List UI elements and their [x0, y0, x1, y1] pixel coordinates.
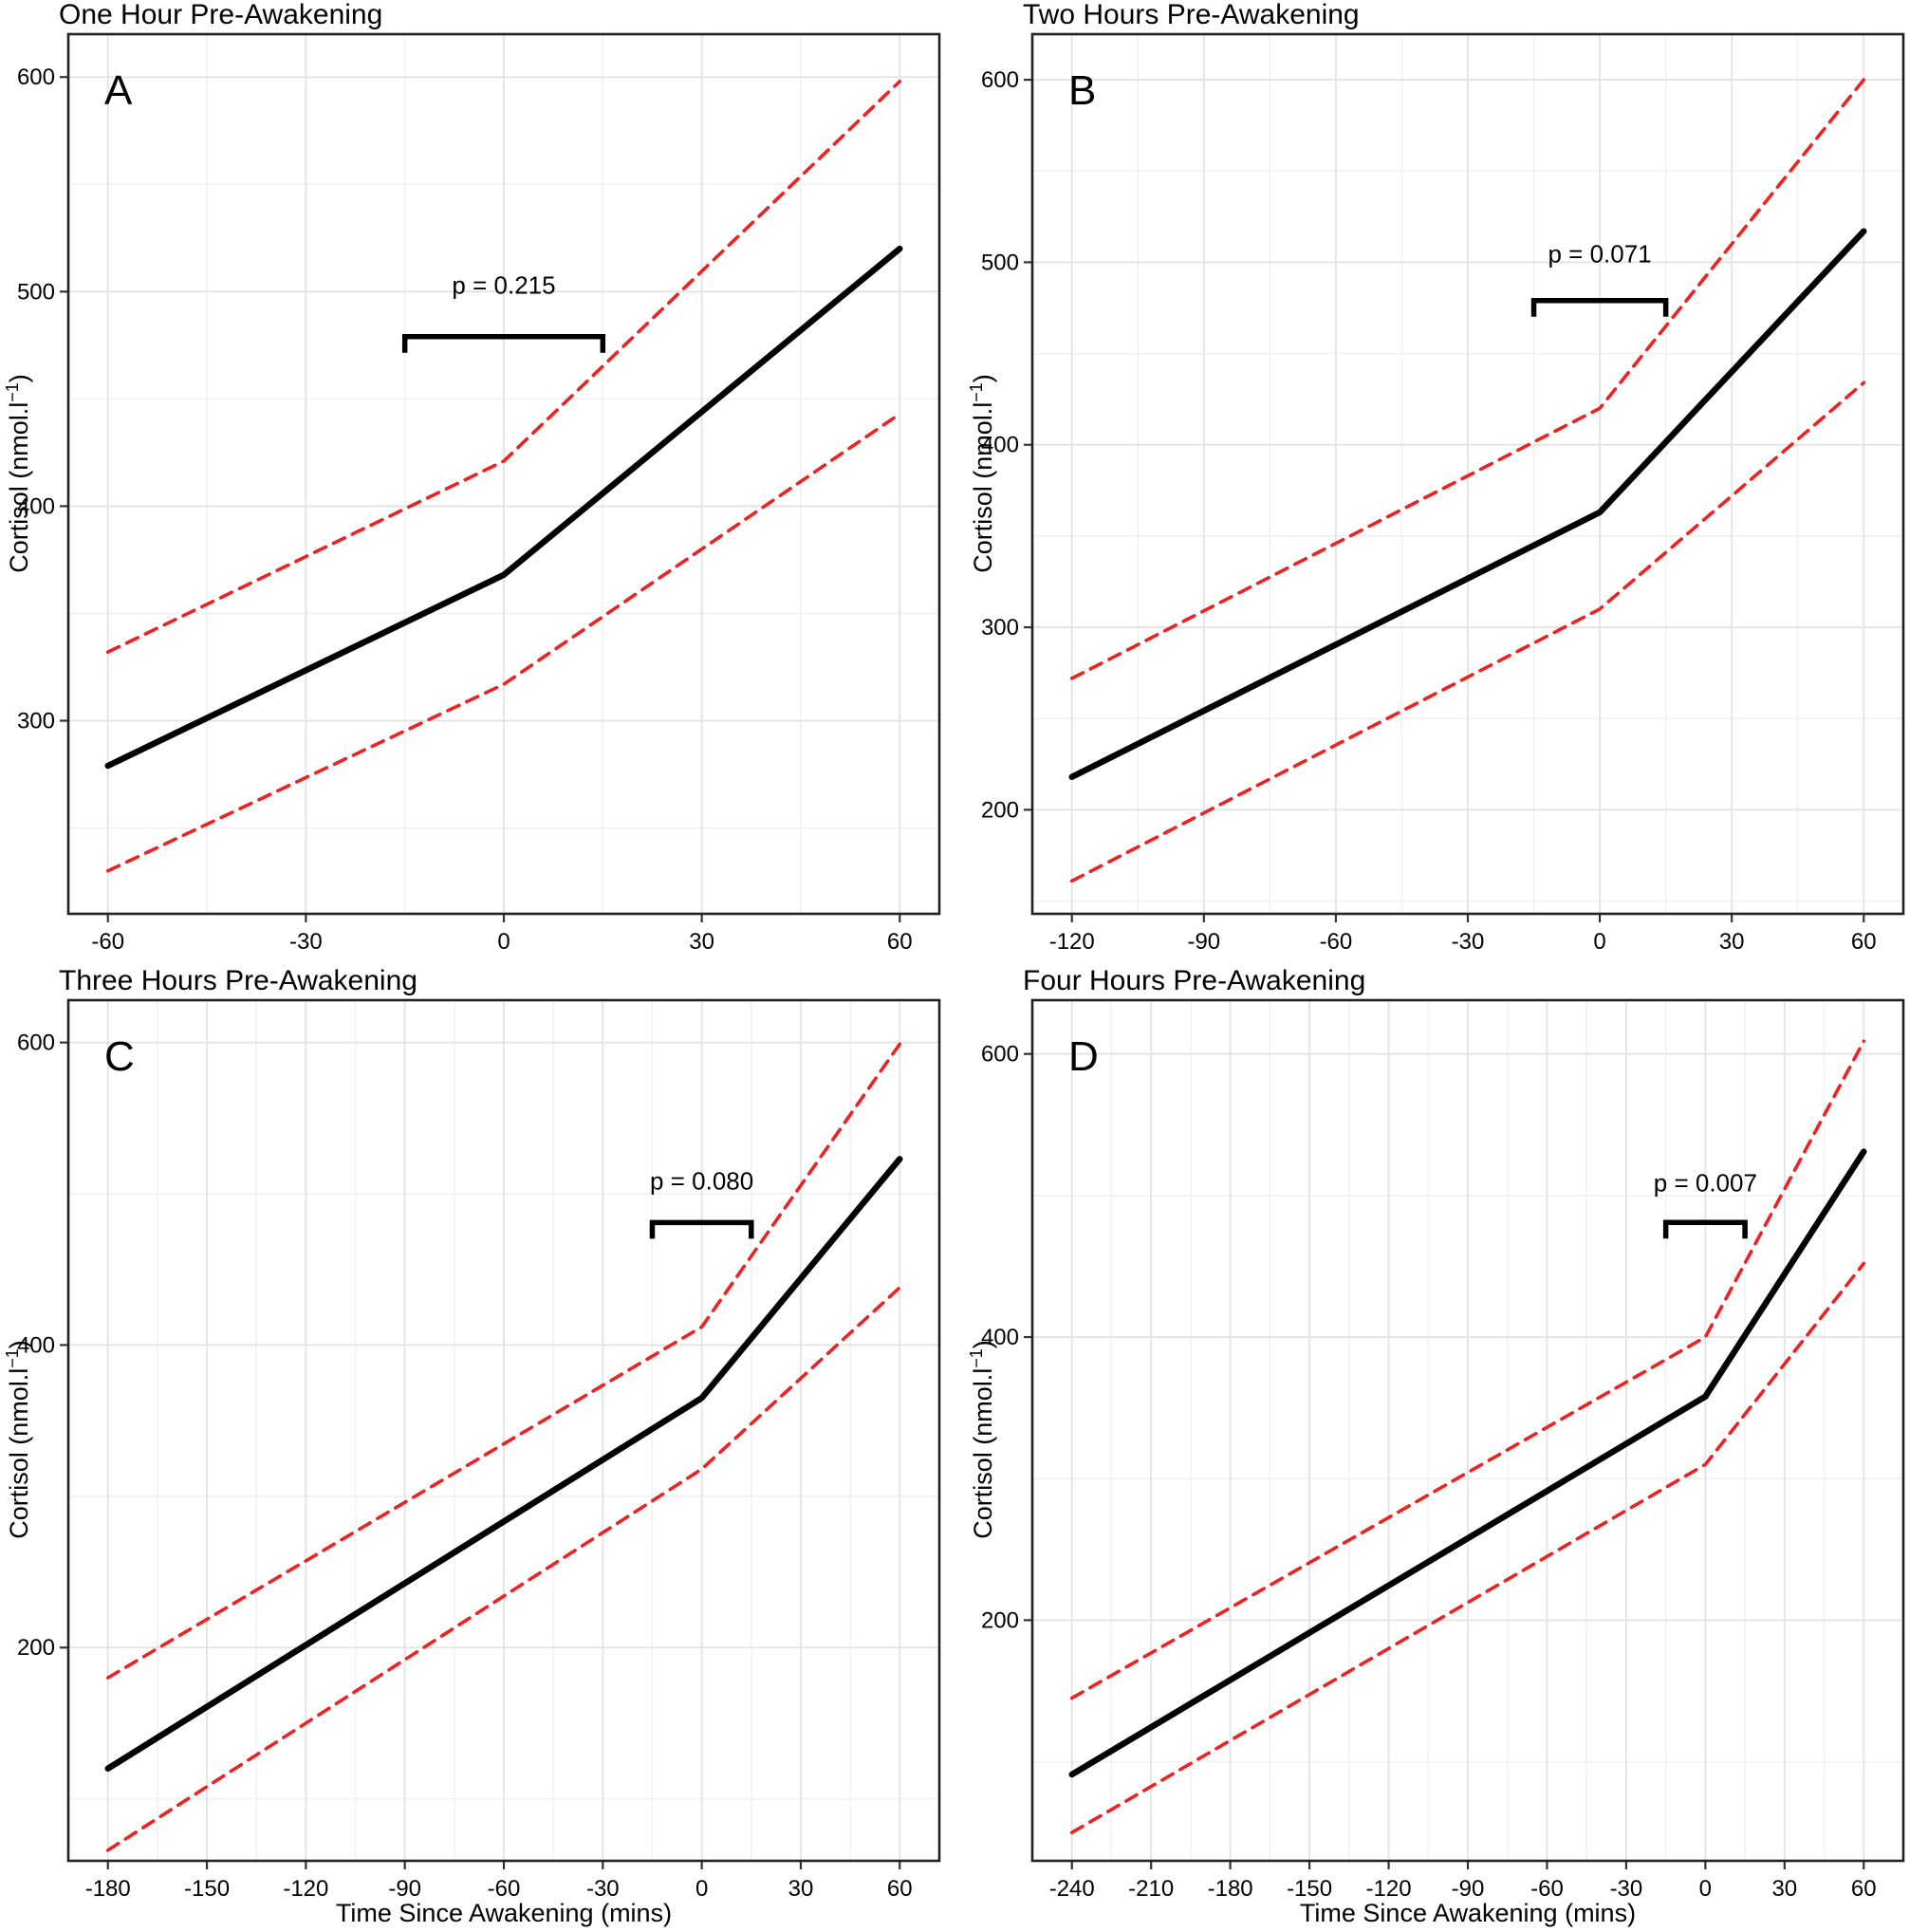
upper-ci-line: [105, 79, 902, 654]
significance-bracket: [1530, 298, 1669, 317]
x-tick-label: -30: [289, 929, 323, 955]
x-axis-label: Time Since Awakening (mins): [335, 1899, 673, 1927]
lower-ci-line: [105, 412, 902, 873]
x-tick-label: -150: [184, 1876, 230, 1902]
mean-line: [104, 1156, 903, 1773]
y-tick-label: 200: [981, 1607, 1019, 1633]
mean-line: [1068, 228, 1867, 781]
x-tick-label: -150: [1287, 1876, 1332, 1902]
x-tick-label: -120: [1366, 1876, 1412, 1902]
upper-ci-line: [1069, 1039, 1866, 1700]
y-tick-label: 600: [17, 1031, 55, 1056]
panel-letter: B: [1068, 67, 1096, 114]
panel-one-hour: One Hour Pre-Awakening -60 -30 0 30 60 300 400…: [0, 0, 964, 966]
x-tick-label: 30: [1771, 1876, 1797, 1902]
x-tick-label: 60: [1851, 1876, 1877, 1902]
panel-title: Four Hours Pre-Awakening: [1023, 966, 1366, 996]
significance-bracket: [649, 1219, 754, 1239]
panel-three-hours: Three Hours Pre-Awakening -180 -150 -120 -9…: [0, 966, 964, 1932]
x-tick-label: 0: [1699, 1876, 1712, 1902]
upper-ci-line: [1069, 78, 1866, 680]
panel-two-hours: Two Hours Pre-Awakening -120 -90 -60 -30 0 30…: [964, 0, 1928, 966]
x-tick-label: -180: [1208, 1876, 1253, 1902]
y-tick-label: 500: [981, 250, 1019, 275]
x-tick-label: 0: [497, 929, 510, 955]
panel-letter: A: [104, 67, 133, 114]
y-tick-label: 600: [981, 67, 1019, 93]
panel-letter: C: [104, 1033, 135, 1080]
panel-title: Two Hours Pre-Awakening: [1023, 0, 1360, 30]
x-tick-label: -60: [1320, 929, 1353, 955]
x-tick-label: -30: [586, 1876, 620, 1902]
lower-ci-line: [1069, 1261, 1866, 1834]
y-tick-label: 200: [981, 797, 1019, 823]
upper-ci-line: [105, 1042, 902, 1680]
x-tick-label: 60: [887, 1876, 913, 1902]
lower-ci-line: [105, 1286, 902, 1852]
panel-four-hours: Four Hours Pre-Awakening -240 -210 -180 -15…: [964, 966, 1928, 1932]
x-tick-label: -30: [1610, 1876, 1643, 1902]
panel-title: Three Hours Pre-Awakening: [59, 966, 417, 996]
y-tick-label: 600: [981, 1042, 1019, 1068]
p-value-label: p = 0.215: [452, 271, 555, 300]
y-tick-label: 500: [17, 279, 55, 305]
panel-border: [66, 998, 941, 1863]
significance-bracket: [1662, 1219, 1748, 1239]
panel-border: [66, 32, 941, 916]
chart-two-hours: -120 -90 -60 -30 0 30 60 200 300 400 500 600 p = 0.0…: [981, 32, 1905, 955]
x-tick-label: 60: [887, 929, 913, 955]
y-tick-label: 200: [17, 1635, 55, 1661]
x-tick-label: 0: [695, 1876, 708, 1902]
x-tick-label: -60: [91, 929, 124, 955]
x-tick-label: -90: [388, 1876, 421, 1902]
x-tick-label: -90: [1187, 929, 1220, 955]
y-axis-label: Cortisol (nmol.l−1): [967, 1340, 997, 1539]
chart-three-hours: -180 -150 -120 -90 -60 -30 0 30 60 200 400 600 p = 0…: [17, 998, 941, 1902]
x-tick-label: -30: [1452, 929, 1485, 955]
lower-ci-line: [1069, 381, 1866, 883]
y-axis-label: Cortisol (nmol.l−1): [3, 374, 33, 573]
panel-letter: D: [1068, 1033, 1099, 1080]
p-value-label: p = 0.071: [1548, 239, 1652, 268]
significance-bracket: [401, 334, 606, 353]
x-tick-label: -240: [1049, 1876, 1095, 1902]
y-tick-label: 400: [981, 433, 1019, 458]
x-tick-label: -210: [1128, 1876, 1174, 1902]
panel-border: [1030, 998, 1905, 1863]
x-tick-label: 30: [1719, 929, 1745, 955]
mean-line: [104, 245, 903, 770]
panel-border: [1030, 32, 1905, 916]
y-tick-label: 400: [981, 1325, 1019, 1350]
x-tick-label: 30: [788, 1876, 814, 1902]
x-tick-label: -120: [1049, 929, 1095, 955]
x-axis-label: Time Since Awakening (mins): [1299, 1899, 1637, 1927]
y-axis-label: Cortisol (nmol.l−1): [3, 1340, 33, 1539]
y-tick-label: 400: [17, 493, 55, 519]
y-tick-label: 400: [17, 1332, 55, 1358]
panel-title: One Hour Pre-Awakening: [59, 0, 383, 30]
x-tick-label: -90: [1452, 1876, 1485, 1902]
p-value-label: p = 0.007: [1654, 1168, 1757, 1197]
x-tick-label: -120: [283, 1876, 328, 1902]
mean-line: [1068, 1148, 1867, 1778]
x-tick-label: -180: [85, 1876, 131, 1902]
x-tick-label: -60: [488, 1876, 521, 1902]
y-tick-label: 600: [17, 65, 55, 90]
x-tick-label: 0: [1593, 929, 1605, 955]
x-tick-label: 60: [1851, 929, 1877, 955]
y-tick-label: 300: [981, 615, 1019, 641]
x-tick-label: -60: [1530, 1876, 1564, 1902]
p-value-label: p = 0.080: [650, 1166, 753, 1195]
x-tick-label: 30: [689, 929, 714, 955]
y-axis-label: Cortisol (nmol.l−1): [967, 374, 997, 573]
chart-one-hour: -60 -30 0 30 60 300 400 500 600 p = 0.215 A: [17, 32, 941, 955]
chart-four-hours: -240 -210 -180 -150 -120 -90 -60 -30 0 30 60 200 400…: [981, 998, 1905, 1902]
y-tick-label: 300: [17, 709, 55, 734]
